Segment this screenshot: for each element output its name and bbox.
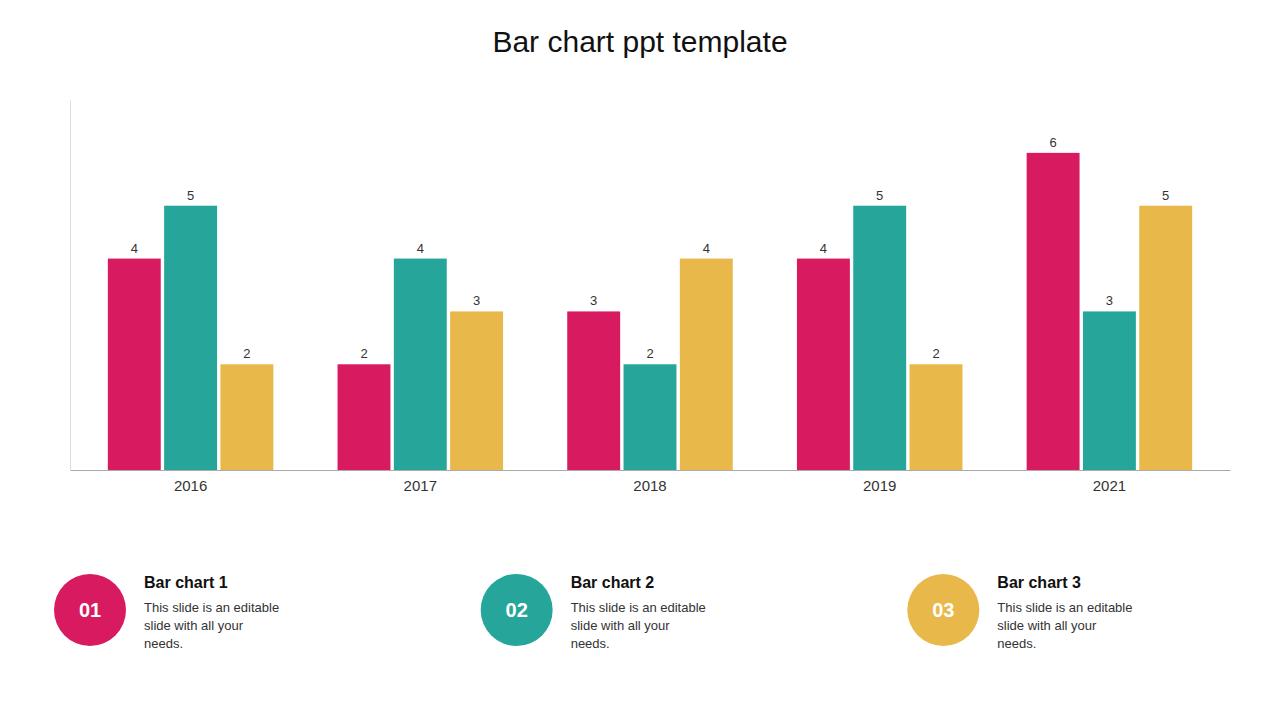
chart: Bar chart ppt template 4 2 3 4 6 5 4 2 5 3 2 3 4 2 5 201… — [0, 0, 1280, 720]
bar — [1027, 153, 1080, 470]
x-tick: 2021 — [1093, 470, 1126, 494]
legend-description: This slide is an editable slide with all … — [144, 600, 279, 651]
data-label: 3 — [473, 293, 480, 308]
data-label: 4 — [131, 241, 138, 256]
legend-description-line: slide with all your — [997, 618, 1097, 633]
legend-marker — [907, 574, 979, 646]
legend-description: This slide is an editable slide with all … — [997, 600, 1132, 651]
bar — [567, 311, 620, 470]
data-label: 6 — [1049, 135, 1056, 150]
bar — [624, 364, 677, 470]
data-label: 4 — [703, 241, 710, 256]
data-label: 4 — [820, 241, 827, 256]
bar — [853, 206, 906, 470]
data-label: 3 — [590, 293, 597, 308]
y-axis-line — [70, 101, 71, 471]
legend-marker — [54, 574, 126, 646]
bar — [797, 259, 850, 470]
legend-number: 03 — [932, 599, 954, 621]
legend-description-line: needs. — [571, 636, 610, 651]
legend-number: 01 — [79, 599, 101, 621]
data-label: 2 — [932, 346, 939, 361]
bars — [108, 153, 1192, 470]
x-tick: 2016 — [174, 470, 207, 494]
x-tick: 2018 — [633, 470, 666, 494]
data-label: 2 — [243, 346, 250, 361]
legend-description-line: needs. — [997, 636, 1036, 651]
legend-item: 02 Bar chart 2 This slide is an editable sl… — [481, 574, 706, 651]
data-label: 5 — [1162, 188, 1169, 203]
data-labels: 4 2 3 4 6 5 4 2 5 3 2 3 4 2 5 — [131, 135, 1170, 361]
legend-label: Bar chart 3 — [997, 574, 1081, 591]
bar — [1139, 206, 1192, 470]
bar — [108, 259, 161, 470]
bar — [1083, 311, 1136, 470]
legend: 01 Bar chart 1 This slide is an editable sl… — [54, 574, 1132, 651]
x-tick-label: 2017 — [404, 477, 437, 494]
x-axis-line — [71, 470, 1231, 471]
x-tick-label: 2021 — [1093, 477, 1126, 494]
legend-item: 03 Bar chart 3 This slide is an editable sl… — [907, 574, 1132, 651]
x-tick-label: 2019 — [863, 477, 896, 494]
legend-label: Bar chart 1 — [144, 574, 228, 591]
legend-item: 01 Bar chart 1 This slide is an editable sl… — [54, 574, 279, 651]
x-tick-label: 2018 — [633, 477, 666, 494]
bar — [338, 364, 391, 470]
data-label: 5 — [876, 188, 883, 203]
x-tick-label: 2016 — [174, 477, 207, 494]
legend-number: 02 — [506, 599, 528, 621]
legend-description-line: slide with all your — [144, 618, 244, 633]
legend-description-line: This slide is an editable — [144, 600, 279, 615]
plot: 4 2 3 4 6 5 4 2 5 3 2 3 4 2 5 2016 2017 2018 2019 2021 — [71, 101, 1231, 494]
title: Bar chart ppt template — [492, 25, 787, 58]
bar — [450, 311, 503, 470]
legend-label: Bar chart 2 — [571, 574, 655, 591]
legend-marker — [481, 574, 553, 646]
legend-description-line: This slide is an editable — [997, 600, 1132, 615]
data-label: 2 — [646, 346, 653, 361]
bar — [394, 259, 447, 470]
data-label: 2 — [360, 346, 367, 361]
x-tick: 2019 — [863, 470, 896, 494]
legend-description-line: slide with all your — [571, 618, 671, 633]
data-label: 3 — [1106, 293, 1113, 308]
bar — [164, 206, 217, 470]
legend-description-line: This slide is an editable — [571, 600, 706, 615]
bar — [910, 364, 963, 470]
bar — [680, 259, 733, 470]
x-axis: 2016 2017 2018 2019 2021 — [71, 470, 1231, 494]
data-label: 4 — [417, 241, 424, 256]
legend-description: This slide is an editable slide with all … — [571, 600, 706, 651]
legend-description-line: needs. — [144, 636, 183, 651]
y-axis — [70, 101, 71, 471]
data-label: 5 — [187, 188, 194, 203]
x-tick: 2017 — [404, 470, 437, 494]
bar — [220, 364, 273, 470]
